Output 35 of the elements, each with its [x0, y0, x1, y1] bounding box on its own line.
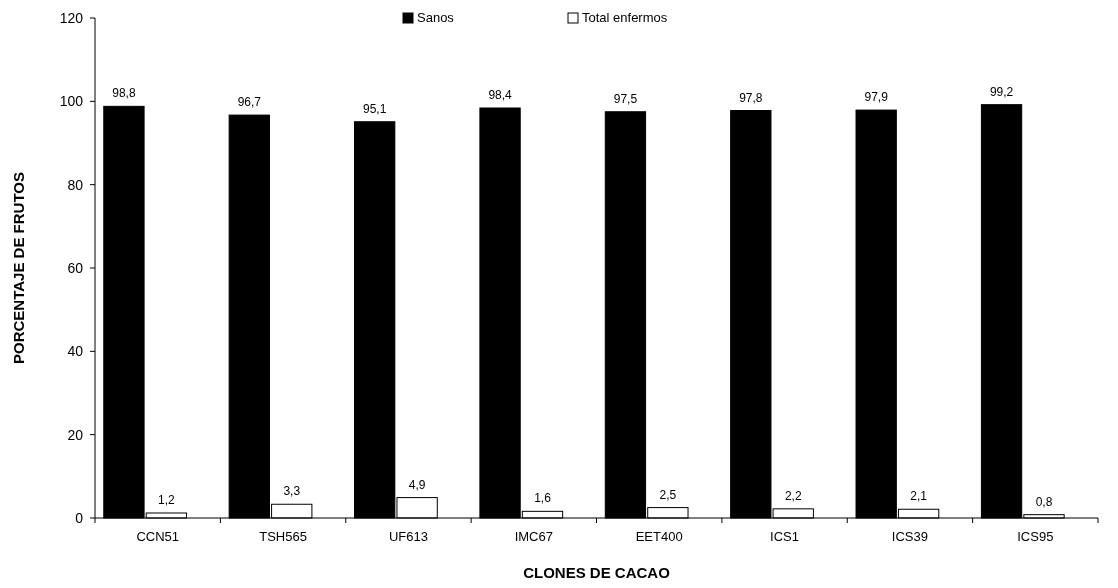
data-label: 2,5	[659, 487, 677, 502]
y-tick-label: 120	[59, 9, 84, 26]
x-axis-title: CLONES DE CACAO	[523, 564, 671, 581]
y-tick-label: 60	[67, 259, 84, 276]
legend-label: Total enfermos	[582, 10, 668, 25]
y-tick-label: 0	[75, 509, 84, 526]
x-tick-label: ICS39	[891, 529, 929, 544]
x-tick-label: UF613	[388, 529, 428, 544]
data-label: 4,9	[408, 477, 426, 492]
y-axis-title: PORCENTAJE DE FRUTOS	[10, 172, 27, 364]
data-label: 98,8	[112, 86, 136, 101]
data-label: 98,4	[488, 88, 513, 102]
x-tick-label: IMC67	[514, 529, 553, 544]
data-label: 1,6	[534, 491, 552, 506]
data-label: 99,2	[989, 84, 1014, 99]
y-tick-label: 20	[67, 426, 84, 443]
data-label: 2,2	[784, 488, 802, 503]
legend-label: Sanos	[417, 10, 455, 25]
x-tick-label: ICS95	[1017, 529, 1054, 544]
data-label: 97,8	[739, 90, 763, 105]
data-label: 3,3	[283, 484, 301, 499]
data-label: 97,9	[864, 90, 889, 105]
y-tick-label: 100	[59, 93, 84, 110]
data-label: 1,2	[158, 493, 176, 507]
data-label: 2,1	[910, 489, 928, 504]
data-label: 0,8	[1035, 494, 1053, 509]
y-tick-label: 40	[67, 343, 84, 360]
x-tick-label: EET400	[635, 529, 683, 544]
x-tick-label: CCN51	[136, 529, 179, 544]
x-tick-label: TSH565	[259, 529, 307, 544]
y-tick-label: 80	[67, 176, 84, 193]
data-label: 97,5	[613, 91, 638, 106]
x-tick-label: ICS1	[770, 529, 800, 544]
data-label: 96,7	[237, 95, 262, 110]
data-label: 95,1	[363, 101, 387, 116]
